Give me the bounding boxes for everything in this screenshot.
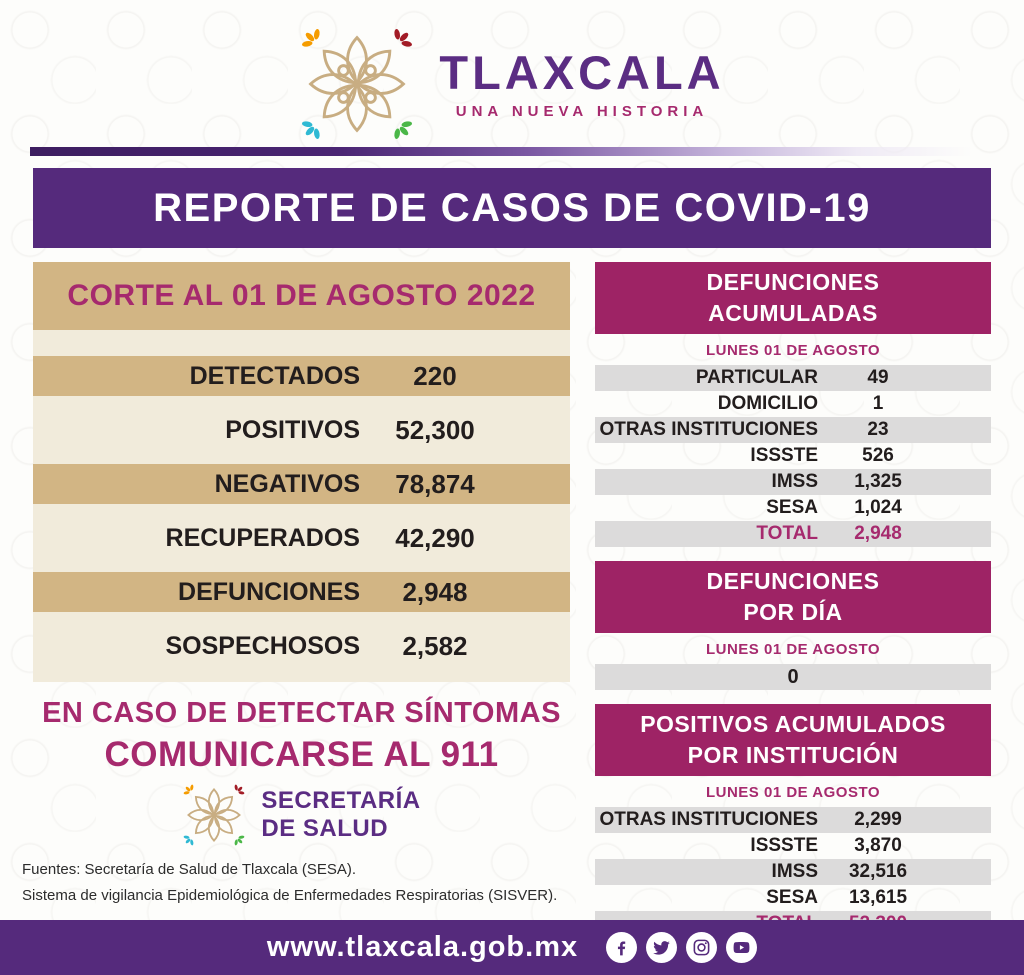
deaths-accumulated-title-line2: ACUMULADAS: [708, 300, 878, 327]
sources-line1: Fuentes: Secretaría de Salud de Tlaxcala…: [22, 861, 357, 878]
summary-row: NEGATIVOS 78,874: [33, 464, 570, 504]
row-label: SESA: [766, 497, 818, 519]
row-value: 49: [867, 367, 889, 389]
summary-row: RECUPERADOS 42,290: [33, 518, 570, 558]
summary-row-value: 42,290: [395, 522, 475, 553]
row-value: 3,870: [854, 835, 902, 857]
summary-row-value: 2,948: [402, 576, 468, 607]
table-row: OTRAS INSTITUCIONES 23: [595, 417, 991, 444]
summary-title: CORTE AL 01 DE AGOSTO 2022: [33, 262, 570, 330]
tlaxcala-flower-logo-icon: [302, 28, 413, 140]
row-label: IMSS: [771, 471, 818, 493]
twitter-icon[interactable]: [646, 932, 678, 963]
summary-row-value: 2,582: [402, 630, 468, 661]
summary-row-label: NEGATIVOS: [214, 469, 360, 498]
summary-row-label: SOSPECHOSOS: [165, 631, 361, 660]
facebook-icon[interactable]: [606, 932, 638, 963]
instagram-icon[interactable]: [686, 932, 718, 963]
table-row: IMSS 1,325: [595, 469, 991, 496]
deaths-per-day-title-line1: DEFUNCIONES: [706, 568, 880, 595]
positives-header: POSITIVOS ACUMULADOS POR INSTITUCIÓN: [595, 704, 991, 777]
youtube-icon[interactable]: [726, 932, 758, 963]
health-dept-flower-logo-icon: [184, 784, 245, 846]
cta-line2: COMUNICARSE AL 911: [104, 735, 499, 774]
table-row: SESA 13,615: [595, 885, 991, 911]
row-label: DOMICILIO: [717, 393, 818, 415]
table-row: DOMICILIO 1: [595, 391, 991, 417]
deaths-accumulated-table: PARTICULAR 49 DOMICILIO 1 OTRAS INSTITUC…: [595, 365, 991, 548]
table-row: ISSSTE 526: [595, 443, 991, 469]
brand-tagline: UNA NUEVA HISTORIA: [455, 102, 709, 120]
health-dept-line1: SECRETARÍA: [261, 787, 421, 815]
deaths-accumulated-header: DEFUNCIONES ACUMULADAS: [595, 262, 991, 335]
deaths-per-day-header: DEFUNCIONES POR DÍA: [595, 561, 991, 634]
row-label: OTRAS INSTITUCIONES: [599, 809, 818, 831]
row-label: SESA: [766, 887, 818, 909]
summary-row: POSITIVOS 52,300: [33, 410, 570, 450]
summary-row-label: DETECTADOS: [189, 361, 360, 390]
summary-table: DETECTADOS 220 POSITIVOS 52,300 NEGATIVO…: [33, 356, 570, 666]
deaths-accumulated-section: DEFUNCIONES ACUMULADAS LUNES 01 DE AGOST…: [595, 262, 991, 548]
row-value: 23: [867, 419, 889, 441]
title-banner: REPORTE DE CASOS DE COVID-19: [33, 168, 991, 248]
deaths-accumulated-date: LUNES 01 DE AGOSTO: [705, 342, 881, 360]
deaths-per-day-value: 0: [595, 664, 991, 691]
cta-line1: EN CASO DE DETECTAR SÍNTOMAS: [42, 697, 561, 729]
website-url[interactable]: www.tlaxcala.gob.mx: [266, 931, 579, 963]
row-label: IMSS: [771, 861, 818, 883]
row-label: TOTAL: [756, 523, 818, 545]
deaths-per-day-section: DEFUNCIONES POR DÍA LUNES 01 DE AGOSTO 0: [595, 561, 991, 691]
summary-row-value: 78,874: [395, 468, 475, 499]
row-value: 1,024: [854, 497, 902, 519]
positives-table: OTRAS INSTITUCIONES 2,299 ISSSTE 3,870 I…: [595, 807, 991, 938]
row-value: 1: [872, 393, 884, 415]
summary-panel: CORTE AL 01 DE AGOSTO 2022 DETECTADOS 22…: [33, 262, 570, 682]
deaths-per-day-date: LUNES 01 DE AGOSTO: [705, 641, 881, 659]
summary-row-label: POSITIVOS: [225, 415, 360, 444]
row-label: OTRAS INSTITUCIONES: [599, 419, 818, 441]
health-dept-lockup: SECRETARÍA DE SALUD: [33, 783, 570, 847]
footer-bar: www.tlaxcala.gob.mx: [0, 920, 1024, 975]
summary-row: SOSPECHOSOS 2,582: [33, 626, 570, 666]
table-row: SESA 1,024: [595, 495, 991, 521]
row-label: PARTICULAR: [695, 367, 818, 389]
row-value: 13,615: [848, 887, 908, 909]
summary-row: DETECTADOS 220: [33, 356, 570, 396]
table-row: OTRAS INSTITUCIONES 2,299: [595, 807, 991, 834]
row-value: 2,299: [854, 809, 902, 831]
row-value: 1,325: [854, 471, 902, 493]
cta-block: EN CASO DE DETECTAR SÍNTOMAS COMUNICARSE…: [33, 697, 570, 775]
summary-row-value: 220: [413, 360, 457, 391]
table-row: ISSSTE 3,870: [595, 833, 991, 859]
gradient-divider: [30, 147, 992, 156]
summary-row-label: DEFUNCIONES: [178, 577, 360, 606]
summary-row-value: 52,300: [395, 414, 475, 445]
row-label: ISSSTE: [750, 835, 818, 857]
sources-block: Fuentes: Secretaría de Salud de Tlaxcala…: [22, 861, 622, 913]
social-links: [606, 932, 758, 963]
summary-row-label: RECUPERADOS: [165, 523, 360, 552]
summary-row: DEFUNCIONES 2,948: [33, 572, 570, 612]
row-value: 2,948: [854, 523, 902, 545]
brand-name: TLAXCALA: [439, 45, 725, 99]
deaths-per-day-title-line2: POR DÍA: [743, 599, 843, 626]
table-row: TOTAL 2,948: [595, 521, 991, 548]
table-row: PARTICULAR 49: [595, 365, 991, 392]
header: TLAXCALA UNA NUEVA HISTORIA: [0, 26, 1024, 142]
row-label: ISSSTE: [750, 445, 818, 467]
row-value: 526: [862, 445, 894, 467]
sources-line2: Sistema de vigilancia Epidemiológica de …: [22, 887, 558, 904]
positives-title-line1: POSITIVOS ACUMULADOS: [640, 711, 946, 738]
row-value: 32,516: [848, 861, 908, 883]
health-dept-line2: DE SALUD: [261, 815, 389, 842]
right-column: DEFUNCIONES ACUMULADAS LUNES 01 DE AGOST…: [595, 262, 991, 938]
positives-by-institution-section: POSITIVOS ACUMULADOS POR INSTITUCIÓN LUN…: [595, 704, 991, 938]
table-row: IMSS 32,516: [595, 859, 991, 886]
deaths-accumulated-title-line1: DEFUNCIONES: [706, 269, 880, 295]
positives-date: LUNES 01 DE AGOSTO: [705, 784, 881, 802]
page-title: REPORTE DE CASOS DE COVID-19: [153, 185, 871, 230]
positives-title-line2: POR INSTITUCIÓN: [687, 742, 899, 769]
